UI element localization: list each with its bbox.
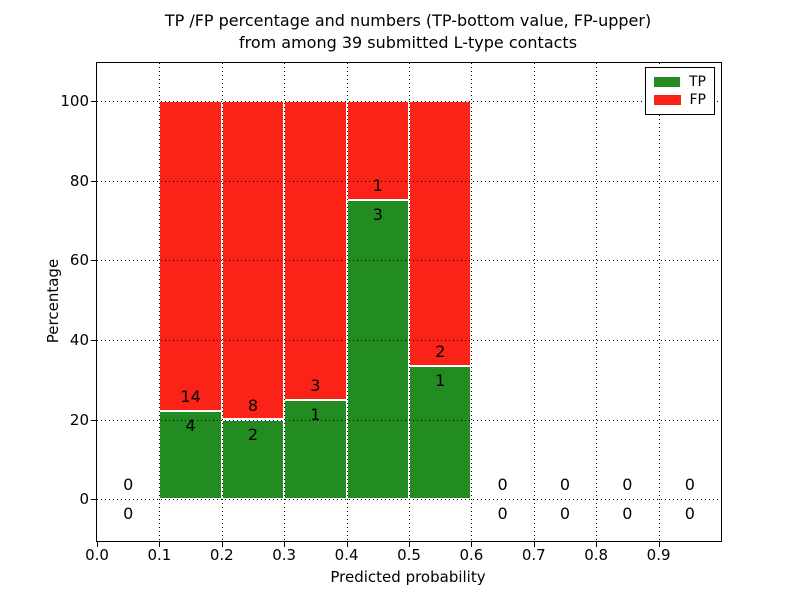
bar-count-label-tp: 4 [185,415,196,435]
x-tick-mark [658,541,660,547]
chart-title-line: from among 39 submitted L-type contacts [238,33,578,52]
x-tick-label: 0.7 [521,546,546,564]
x-tick-mark [97,541,98,547]
plot-area: 0 0 14 4 8 2 3 1 1 3 2 1 0 0 0 0 0 0 0 0 0 20 40 60 80 100 0.0 0.1 0… [60,62,722,563]
x-tick-label: 0.1 [147,546,172,564]
chart-title-line: TP /FP percentage and numbers (TP-bottom… [164,11,652,30]
bar-segment-fp [159,100,222,411]
bar-segment-tp [346,200,409,500]
chart-title: TP /FP percentage and numbers (TP-bottom… [96,10,720,54]
bar-count-label-fp: 0 [559,475,571,495]
gridline-vertical [658,63,660,541]
bar-count-label-fp: 0 [684,475,695,495]
bar-count-label-tp: 0 [684,504,695,524]
bar-count-label-fp: 14 [180,386,201,406]
y-tick-mark [91,100,97,102]
bar-count-label-tp: 0 [497,504,508,524]
legend: TP FP [645,67,715,115]
legend-swatch-tp [654,77,680,87]
x-axis-label: Predicted probability [330,568,486,586]
x-tick-label: 0.0 [85,546,109,564]
y-tick-label: 80 [69,171,89,190]
bar-count-label-fp: 8 [247,395,259,415]
gridline-vertical [533,63,535,541]
legend-swatch-fp [654,95,681,105]
x-tick-label: 0.8 [584,546,609,564]
bar-segment-tp [409,366,472,500]
x-tick-mark [596,541,598,547]
x-tick-mark [471,541,473,547]
x-tick-mark [346,541,348,547]
bar-count-label-tp: 1 [435,371,446,391]
bar-count-label-tp: 3 [372,205,383,225]
legend-label: TP [689,74,706,90]
legend-entry: FP [654,91,706,109]
y-tick-label: 40 [69,330,89,349]
bar-segment-fp [284,100,347,400]
x-tick-mark [409,541,410,547]
y-tick-label: 0 [79,490,89,509]
x-tick-label: 0.6 [459,546,484,564]
legend-label: FP [689,92,707,108]
y-tick-mark [91,180,97,182]
bar-count-label-tp: 1 [310,404,321,424]
legend-entry: TP [654,73,706,91]
y-axis-label: Percentage [44,258,62,344]
bar-segment-fp [409,100,472,367]
bar-count-label-tp: 0 [622,504,633,524]
bar-count-label-fp: 2 [435,342,446,362]
bar-count-label-fp: 3 [310,375,321,395]
gridline-vertical [471,63,473,541]
y-tick-label: 20 [69,410,89,429]
bar-count-label-fp: 0 [622,475,633,495]
x-tick-label: 0.3 [272,546,297,564]
bar-segment-tp [221,419,285,500]
bar-count-label-tp: 0 [123,504,134,524]
gridline-vertical [284,63,286,541]
y-tick-label: 100 [60,91,89,110]
y-tick-mark [91,419,97,421]
x-tick-label: 0.2 [209,546,234,564]
bar-count-label-tp: 2 [247,424,259,444]
bar-count-label-tp: 0 [559,504,571,524]
bar-count-label-fp: 1 [372,176,383,196]
y-tick-mark [91,339,97,341]
x-tick-mark [159,541,161,547]
x-tick-mark [221,541,223,547]
bar-count-label-fp: 0 [123,475,134,495]
bar-count-label-fp: 0 [497,475,508,495]
x-tick-label: 0.5 [397,546,421,564]
x-tick-label: 0.4 [334,546,359,564]
y-tick-label: 60 [69,251,89,270]
gridline-vertical [596,63,598,541]
x-tick-label: 0.9 [646,546,671,564]
gridline-vertical [159,63,161,541]
x-tick-mark [284,541,286,547]
y-tick-mark [91,260,97,262]
gridline-vertical [221,63,223,541]
y-tick-mark [91,499,97,501]
gridline-vertical [409,63,410,541]
gridline-vertical [346,63,348,541]
x-tick-mark [533,541,535,547]
bar-segment-tp [284,399,347,500]
